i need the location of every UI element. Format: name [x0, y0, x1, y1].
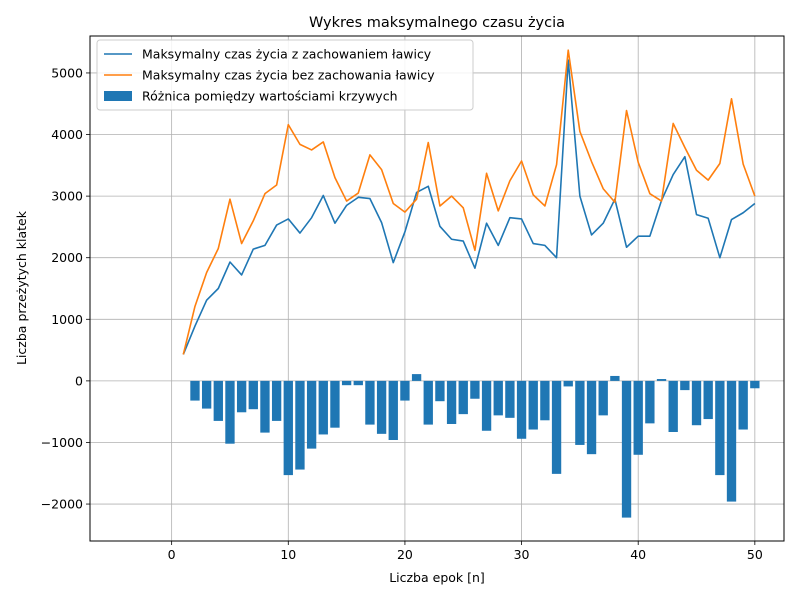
- y-tick-label: 0: [75, 373, 83, 388]
- difference-bar: [423, 380, 433, 425]
- difference-bar: [505, 380, 515, 418]
- difference-bar: [225, 380, 235, 444]
- difference-bar: [750, 380, 760, 389]
- difference-bar: [400, 380, 410, 401]
- line-with-school: [182, 59, 756, 355]
- difference-bar: [236, 380, 247, 413]
- x-tick-label: 40: [630, 547, 646, 562]
- difference-bar: [446, 380, 457, 424]
- difference-bar: [190, 380, 200, 401]
- difference-bar: [493, 380, 503, 416]
- difference-bar: [388, 380, 398, 440]
- difference-bar: [680, 380, 690, 391]
- difference-bar: [353, 380, 363, 386]
- difference-bar: [633, 380, 643, 455]
- difference-bar: [528, 380, 538, 430]
- difference-bar: [435, 380, 445, 402]
- difference-bar: [715, 380, 725, 476]
- difference-bar: [645, 380, 655, 424]
- y-tick-label: 4000: [51, 127, 83, 142]
- difference-bar: [691, 380, 702, 426]
- difference-bar: [376, 380, 387, 434]
- difference-bar: [656, 379, 667, 381]
- legend-label-difference: Różnica pomiędzy wartościami krzywych: [142, 89, 398, 104]
- difference-bar: [318, 380, 328, 435]
- difference-bar: [295, 380, 305, 470]
- difference-bar: [563, 380, 573, 387]
- y-tick-label: −1000: [41, 435, 83, 450]
- x-axis-label: Liczba epok [n]: [389, 570, 485, 585]
- difference-bar: [551, 380, 562, 474]
- y-tick-label: 5000: [51, 65, 83, 80]
- difference-bar: [540, 380, 550, 421]
- difference-bar: [458, 380, 468, 415]
- y-tick-label: 2000: [51, 250, 83, 265]
- line-series: [182, 49, 756, 355]
- x-tick-label: 50: [747, 547, 763, 562]
- x-axis-ticks: 0 10 20 30 40 50: [168, 541, 763, 562]
- difference-bar: [411, 374, 422, 381]
- x-tick-label: 0: [168, 547, 176, 562]
- y-tick-label: 3000: [51, 189, 83, 204]
- x-tick-label: 20: [397, 547, 413, 562]
- line-without-school: [182, 49, 756, 355]
- difference-bar: [621, 380, 632, 518]
- y-axis-ticks: −2000 −1000 0 1000 2000 3000 4000 5000: [41, 65, 90, 512]
- difference-bar: [610, 375, 620, 381]
- difference-bar: [306, 380, 317, 449]
- difference-bar: [260, 380, 270, 433]
- chart-title: Wykres maksymalnego czasu życia: [309, 15, 565, 31]
- difference-bar: [738, 380, 748, 430]
- difference-bar: [668, 380, 678, 432]
- plot-area: [90, 36, 784, 541]
- y-axis-label: Liczba przeżytych klatek: [14, 210, 29, 365]
- legend-box: [96, 39, 474, 111]
- difference-bar: [248, 380, 258, 410]
- difference-bar: [703, 380, 713, 420]
- legend-label-with-school: Maksymalny czas życia z zachowaniem ławi…: [142, 47, 432, 62]
- difference-bar: [341, 380, 352, 386]
- difference-bar: [201, 380, 212, 409]
- x-tick-label: 30: [514, 547, 530, 562]
- difference-bar: [271, 380, 282, 421]
- difference-bar: [481, 380, 492, 431]
- difference-bar: [470, 380, 480, 399]
- y-tick-label: 1000: [51, 312, 83, 327]
- difference-bar: [516, 380, 527, 439]
- bar-series: [190, 374, 760, 518]
- difference-bar: [283, 380, 293, 476]
- difference-bar: [213, 380, 223, 421]
- legend: Maksymalny czas życia z zachowaniem ławi…: [96, 39, 474, 111]
- legend-swatch-bar-difference: [104, 91, 132, 101]
- difference-bar: [598, 380, 608, 416]
- difference-bar: [330, 380, 340, 428]
- difference-bar: [586, 380, 597, 455]
- y-tick-label: −2000: [41, 497, 83, 512]
- difference-bar: [365, 380, 375, 425]
- difference-bar: [726, 380, 737, 502]
- plot-frame: [89, 35, 785, 542]
- x-tick-label: 10: [280, 547, 296, 562]
- difference-bar: [575, 380, 585, 445]
- legend-label-without-school: Maksymalny czas życia bez zachowania ław…: [142, 68, 435, 83]
